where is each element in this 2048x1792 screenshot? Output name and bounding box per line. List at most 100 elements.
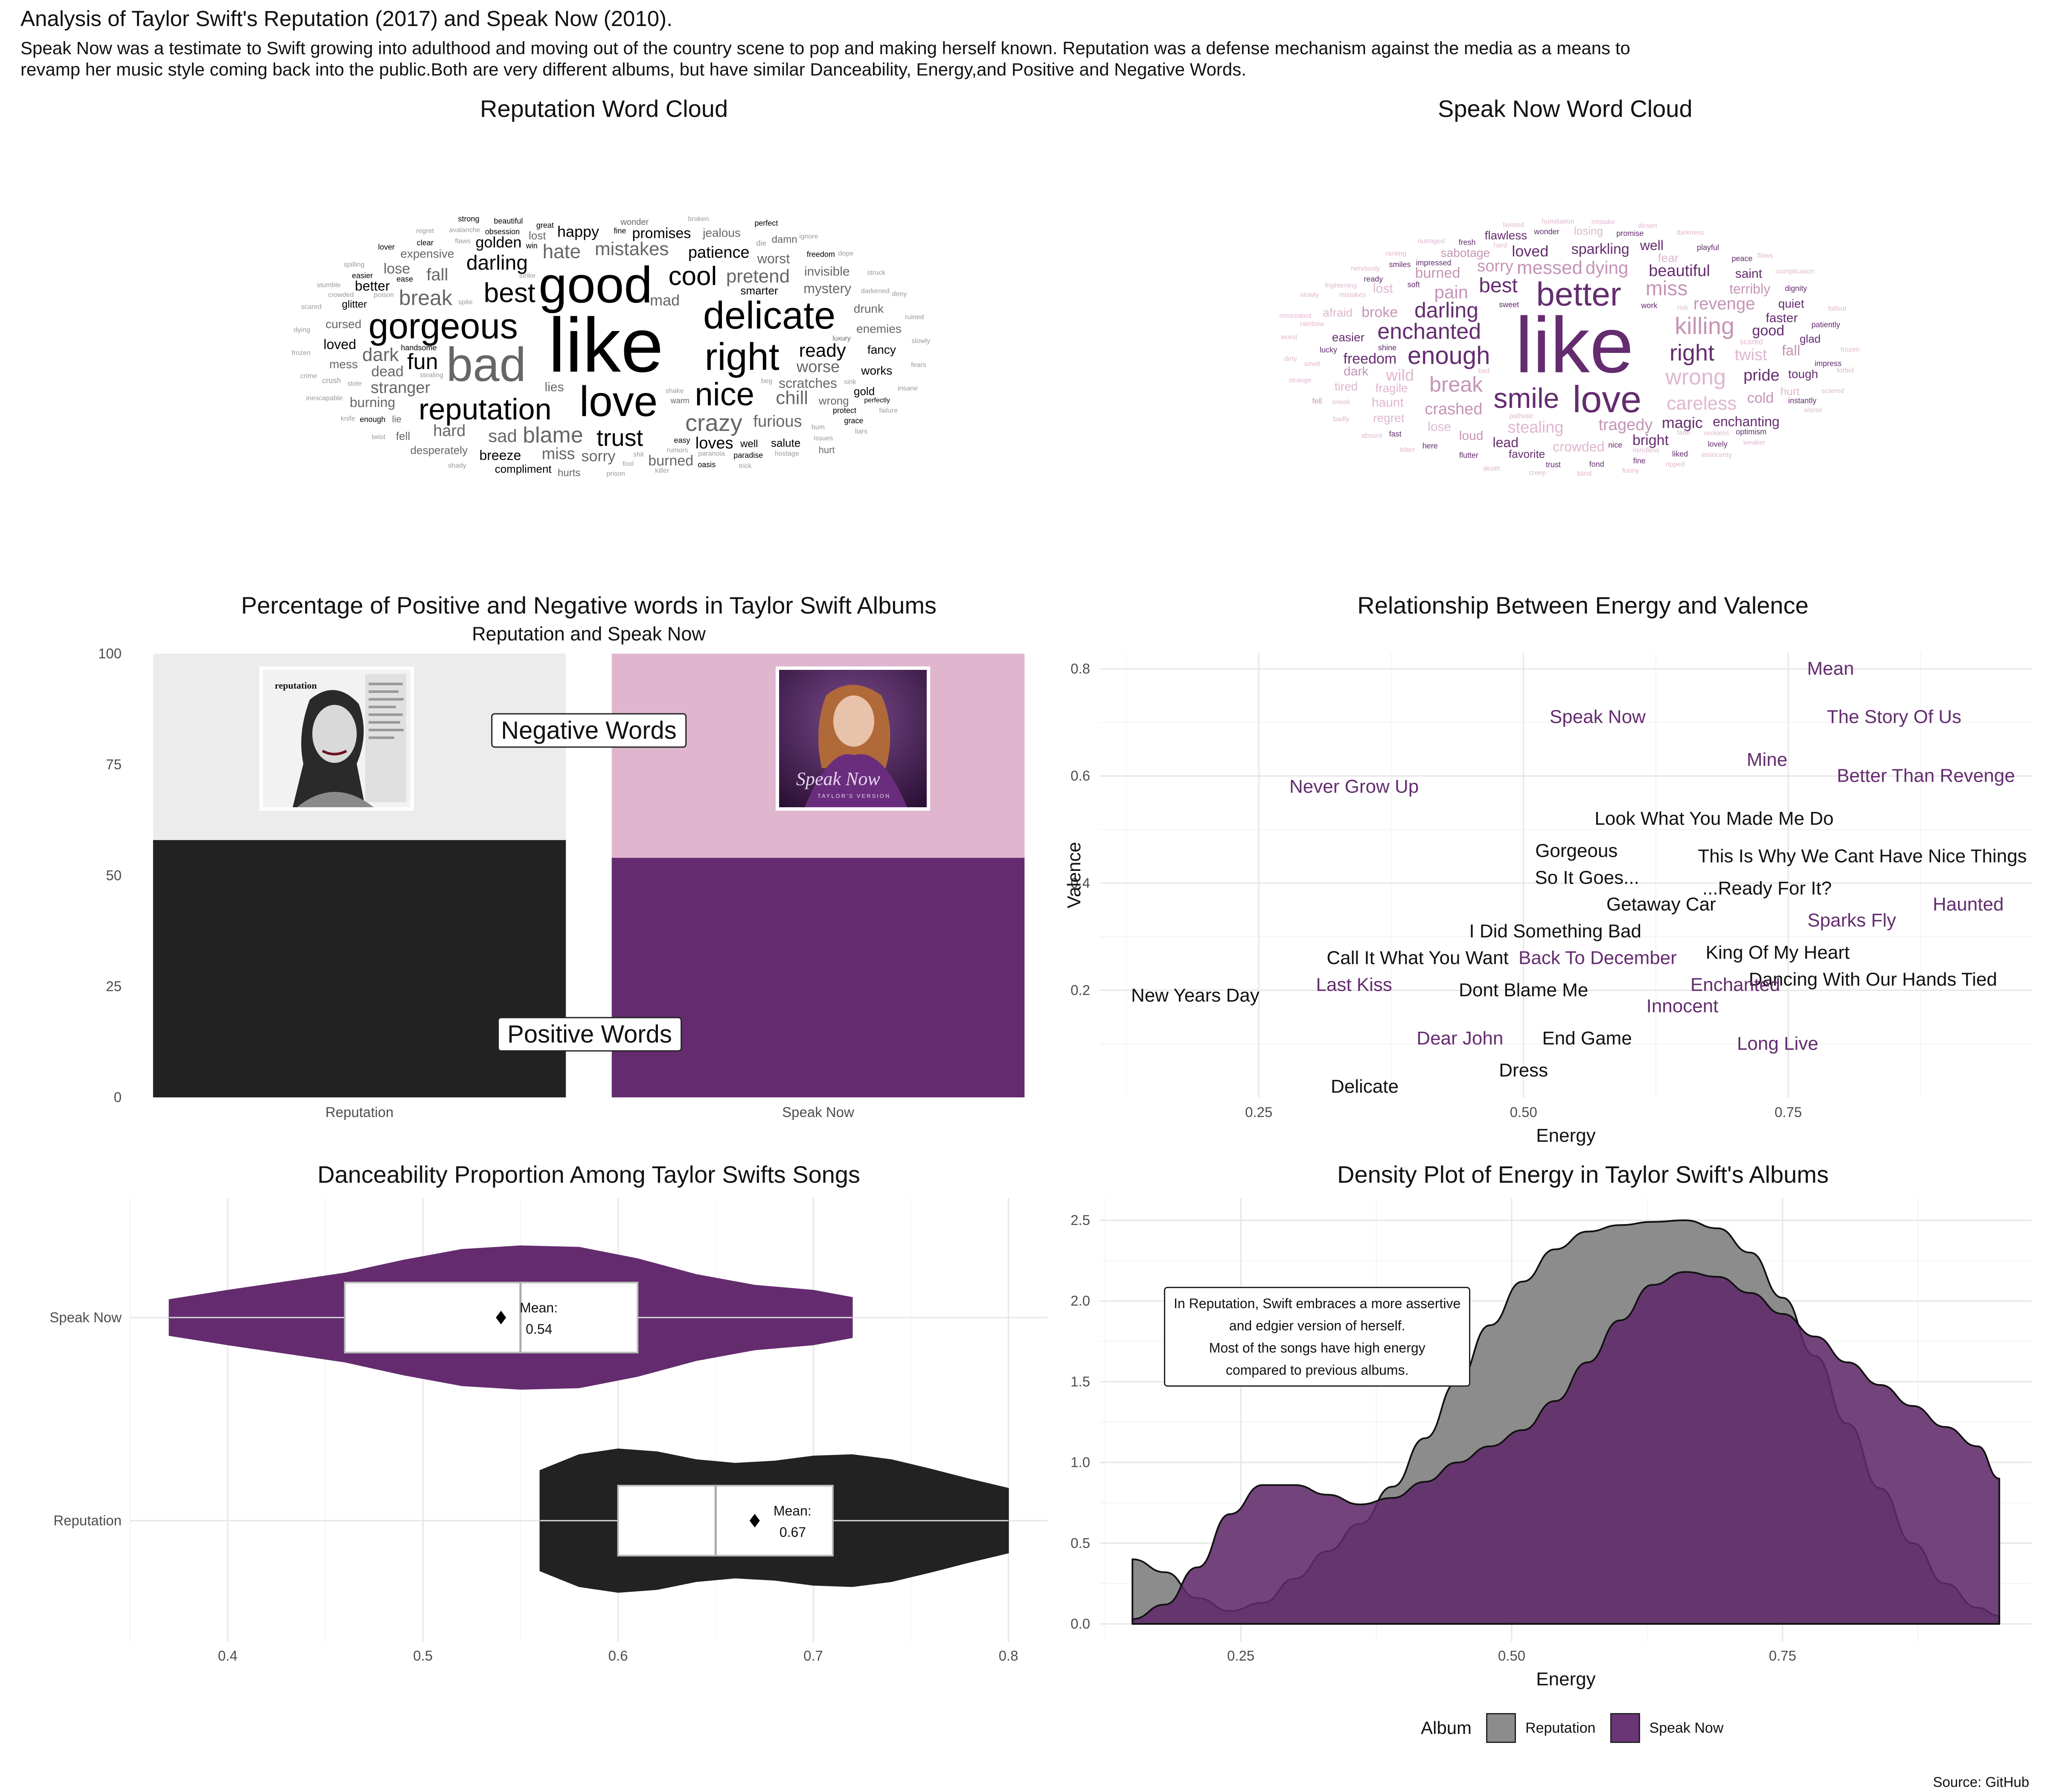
wordcloud-word: frightening — [1325, 282, 1357, 289]
song-label: Mine — [1747, 749, 1787, 770]
wordcloud-word: fool — [623, 460, 634, 468]
wordcloud-word: blame — [523, 422, 583, 448]
wordcloud-word: poison — [374, 291, 394, 299]
wordcloud-word: slowly — [1300, 291, 1319, 299]
wordcloud-word: like — [548, 303, 664, 388]
wordcloud-word: love — [579, 377, 658, 425]
y-tick-label: 1.5 — [1071, 1373, 1090, 1389]
y-tick-label: 0.6 — [1071, 768, 1090, 784]
stacked-bar-subtitle: Reputation and Speak Now — [472, 623, 706, 645]
song-label: Haunted — [1933, 894, 2004, 915]
song-label: Delicate — [1331, 1076, 1399, 1097]
wordcloud-word: shit — [633, 451, 644, 458]
x-tick-label: 0.50 — [1510, 1104, 1537, 1120]
wordcloud-word: worst — [1281, 334, 1297, 341]
wordcloud-word: promises — [632, 225, 691, 241]
speaknow-album-cover: Speak Now TAYLOR'S VERSION — [776, 666, 930, 811]
wordcloud-word: trick — [739, 463, 752, 470]
wordcloud-word: inescapable — [306, 394, 343, 402]
wordcloud-word: great — [536, 221, 554, 230]
wordcloud-word: better — [355, 278, 390, 294]
wordcloud-word: best — [483, 277, 535, 308]
wordcloud-word: miss — [1645, 277, 1688, 300]
wordcloud-word: obsession — [485, 227, 520, 236]
wordcloud-word: dope — [838, 250, 854, 257]
wordcloud-word: tired — [1334, 379, 1358, 393]
wordcloud-word: stealing — [419, 371, 443, 379]
wordcloud-word: enough — [1407, 341, 1490, 369]
wordcloud-word: absurd — [1361, 432, 1382, 439]
wordcloud-word: wrong — [1665, 364, 1726, 390]
wordcloud-word: risk — [1677, 304, 1688, 311]
wordcloud-word: burned — [1415, 265, 1460, 281]
wordcloud-word: quiet — [1778, 297, 1804, 311]
song-label: I Did Something Bad — [1469, 921, 1641, 942]
wordcloud-word: mistreated — [1279, 312, 1312, 320]
wordcloud-word: badly — [1333, 416, 1350, 423]
page-title: Analysis of Taylor Swift's Reputation (2… — [20, 6, 673, 31]
wordcloud-word: invisible — [804, 264, 850, 279]
wordcloud-word: fallout — [1828, 305, 1847, 312]
wordcloud-word: scratches — [778, 375, 837, 391]
wordcloud-word: tough — [1788, 367, 1818, 381]
page-subtitle: Speak Now was a testimate to Swift growi… — [20, 38, 1630, 79]
y-tick-label: 0.5 — [1071, 1535, 1090, 1551]
wordcloud-word: beautiful — [494, 216, 523, 225]
y-tick-label: 2.5 — [1071, 1212, 1090, 1228]
song-label: Call It What You Want — [1327, 948, 1508, 969]
wordcloud-word: issues — [814, 435, 833, 442]
wordcloud-word: damn — [771, 233, 797, 245]
wordcloud-word: dead — [371, 364, 404, 380]
wordcloud-word: fast — [1389, 429, 1402, 438]
song-label: So It Goes... — [1535, 867, 1639, 888]
y-tick-label: 1.0 — [1071, 1455, 1090, 1470]
wordcloud-word: dark — [362, 344, 399, 365]
wordcloud-word: darkened — [861, 288, 890, 295]
wordcloud-word: loud — [1459, 429, 1484, 443]
wordcloud-word: happy — [557, 222, 599, 240]
wordcloud-word: handsome — [401, 343, 437, 352]
wordcloud-word: dark — [1343, 364, 1369, 379]
wordcloud-word: paradise — [733, 451, 763, 460]
wordcloud-word: mad — [650, 291, 680, 309]
wordcloud-word: breeze — [479, 448, 521, 463]
reputation-wordcloud: like good bad love delicate right gorgeous nice… — [239, 213, 973, 478]
wordcloud-word: lucky — [1319, 346, 1337, 355]
wordcloud-word: sad — [488, 426, 517, 446]
wordcloud-word: weaker — [1743, 439, 1766, 446]
y-tick-label: 0.2 — [1071, 982, 1090, 998]
wordcloud-word: hard — [1493, 242, 1507, 250]
wordcloud-word: easy — [674, 436, 690, 445]
wordcloud-word: ease — [396, 274, 413, 283]
wordcloud-word: strong — [458, 215, 480, 224]
legend-label-speaknow: Speak Now — [1649, 1719, 1724, 1736]
speaknow-wordcloud-title: Speak Now Word Cloud — [1438, 95, 1693, 122]
wordcloud-word: win — [526, 241, 538, 250]
x-tick-label: 0.25 — [1227, 1648, 1254, 1664]
wordcloud-word: crazy — [685, 409, 742, 436]
wordcloud-word: like — [1515, 301, 1634, 390]
wordcloud-word: mystery — [803, 280, 852, 296]
wordcloud-word: failure — [879, 407, 898, 415]
wordcloud-word: loved — [1512, 242, 1549, 260]
wordcloud-word: hurt — [1780, 385, 1800, 398]
wordcloud-word: blind — [1577, 470, 1592, 477]
wordcloud-word: sabotage — [1440, 246, 1490, 260]
wordcloud-word: spilling — [343, 261, 365, 269]
wordcloud-word: strange — [1289, 377, 1312, 384]
y-tick-label: 0.8 — [1071, 661, 1090, 677]
wordcloud-word: magic — [1661, 413, 1703, 431]
wordcloud-word: strike — [519, 272, 535, 280]
x-tick-label: 0.75 — [1775, 1104, 1802, 1120]
wordcloud-word: perfectly — [864, 397, 890, 404]
wordcloud-word: warm — [670, 396, 689, 405]
speaknow-wordcloud: like love better smile enough killing enchante… — [1207, 213, 1941, 478]
y-tick-label: Speak Now — [49, 1309, 122, 1325]
wordcloud-word: nice — [695, 376, 754, 413]
wordcloud-word: sparkling — [1571, 241, 1629, 258]
song-label: Dont Blame Me — [1459, 980, 1588, 1001]
song-label: ...Ready For It? — [1702, 878, 1832, 899]
violin-shape — [169, 1245, 853, 1390]
wordcloud-word: fell — [1312, 396, 1322, 405]
wordcloud-word: playful — [1696, 243, 1719, 252]
